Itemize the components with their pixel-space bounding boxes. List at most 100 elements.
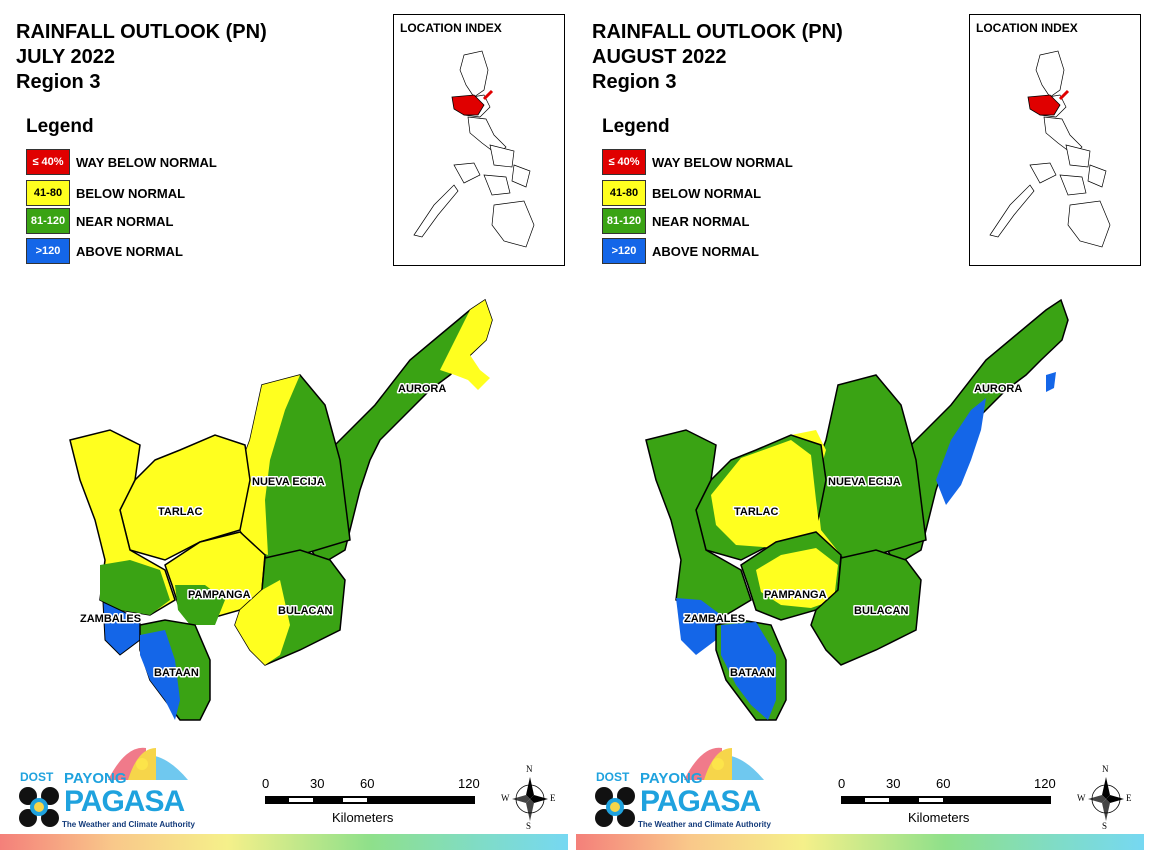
province-aurora bbox=[875, 298, 1069, 567]
aurora-above-zone bbox=[936, 398, 986, 505]
label-aurora: AURORA bbox=[974, 383, 1022, 395]
pampanga-below-zone bbox=[756, 548, 838, 608]
legend-title: Legend bbox=[26, 116, 94, 137]
aurora-below-zone bbox=[440, 300, 492, 390]
region-line: Region 3 bbox=[16, 71, 101, 93]
pampanga-near-zone bbox=[175, 585, 225, 625]
label-tarlac: TARLAC bbox=[158, 506, 202, 518]
north-arrow: N S W E bbox=[500, 764, 560, 831]
legend-item-way-below: ≤ 40% WAY BELOW NORMAL bbox=[602, 148, 793, 176]
outlook-panel-august: RAINFALL OUTLOOK (PN) AUGUST 2022 Region… bbox=[576, 0, 1152, 864]
scale-unit: Kilometers bbox=[332, 810, 394, 825]
scale-tick: 30 bbox=[886, 776, 901, 791]
scale-tick: 60 bbox=[360, 776, 375, 791]
legend-label: NEAR NORMAL bbox=[76, 213, 174, 229]
gradient-band bbox=[0, 834, 568, 850]
region-3-rainfall-map-august: AURORA NUEVA ECIJA TARLAC PAMPANGA BULAC… bbox=[645, 298, 1069, 721]
label-tarlac: TARLAC bbox=[734, 506, 778, 518]
outlook-panel-july: RAINFALL OUTLOOK (PN) JULY 2022 Region 3… bbox=[0, 14, 568, 850]
zambales-above-zone bbox=[676, 598, 721, 655]
scale-tick: 120 bbox=[1034, 776, 1056, 791]
label-bataan: BATAAN bbox=[730, 667, 775, 679]
legend-swatch: >120 bbox=[26, 238, 70, 264]
legend-item-way-below: ≤ 40% WAY BELOW NORMAL bbox=[26, 148, 217, 176]
logo-payong: PAYONG bbox=[640, 770, 703, 787]
month-line: AUGUST 2022 bbox=[592, 46, 727, 68]
title-line: RAINFALL OUTLOOK (PN) bbox=[592, 21, 843, 43]
legend-label: ABOVE NORMAL bbox=[76, 243, 183, 259]
logo-payong: PAYONG bbox=[64, 770, 127, 787]
philippines-outline bbox=[989, 50, 1111, 248]
legend-item-above: >120 ABOVE NORMAL bbox=[602, 237, 759, 265]
scale-bar: 0 30 60 120 Kilometers bbox=[262, 776, 492, 826]
pagasa-logo: DOST PAYONG PAGASA The Weather and Clima… bbox=[16, 740, 196, 835]
aurora-above-islet bbox=[1046, 372, 1056, 392]
legend-swatch: ≤ 40% bbox=[602, 149, 646, 175]
region-3-rainfall-map-july: AURORA NUEVA ECIJA TARLAC PAMPANGA BULAC… bbox=[69, 298, 493, 721]
legend-swatch: 41-80 bbox=[26, 180, 70, 206]
region-line: Region 3 bbox=[592, 71, 677, 93]
province-bulacan bbox=[810, 549, 922, 666]
legend-swatch: 81-120 bbox=[26, 208, 70, 234]
bataan-above-zone bbox=[140, 630, 180, 720]
legend-label: WAY BELOW NORMAL bbox=[652, 154, 793, 170]
label-pampanga: PAMPANGA bbox=[188, 589, 251, 601]
pagasa-logo: DOST PAYONG PAGASA The Weather and Clima… bbox=[592, 740, 772, 835]
scale-tick: 0 bbox=[262, 776, 270, 791]
location-index-map: LOCATION INDEX bbox=[393, 14, 565, 266]
legend-item-below: 41-80 BELOW NORMAL bbox=[26, 179, 185, 207]
scale-tick: 60 bbox=[936, 776, 951, 791]
bulacan-below-zone bbox=[235, 580, 290, 665]
province-nueva-ecija bbox=[810, 374, 927, 561]
scale-unit: Kilometers bbox=[908, 810, 970, 825]
logo-pagasa: PAGASA bbox=[64, 785, 185, 818]
legend-item-below: 41-80 BELOW NORMAL bbox=[602, 179, 761, 207]
nueva-ecija-below-zone bbox=[235, 375, 300, 555]
logo-dost: DOST bbox=[596, 770, 630, 784]
legend-item-above: >120 ABOVE NORMAL bbox=[26, 237, 183, 265]
label-aurora: AURORA bbox=[398, 383, 446, 395]
umbrella-icon bbox=[108, 747, 188, 780]
legend-swatch: 41-80 bbox=[602, 180, 646, 206]
location-index-title: LOCATION INDEX bbox=[400, 21, 502, 35]
label-nueva-ecija: NUEVA ECIJA bbox=[828, 476, 901, 488]
month-line: JULY 2022 bbox=[16, 46, 115, 68]
label-bulacan: BULACAN bbox=[278, 605, 332, 617]
logo-dost: DOST bbox=[20, 770, 54, 784]
umbrella-icon bbox=[684, 747, 764, 780]
title-line: RAINFALL OUTLOOK (PN) bbox=[16, 21, 267, 43]
panel-title: RAINFALL OUTLOOK (PN) JULY 2022 Region 3 bbox=[16, 20, 267, 95]
legend-swatch: ≤ 40% bbox=[26, 149, 70, 175]
dost-seal-icon bbox=[19, 787, 59, 827]
compass-rose-icon bbox=[1088, 777, 1124, 821]
legend-label: BELOW NORMAL bbox=[652, 185, 762, 201]
legend-swatch: 81-120 bbox=[602, 208, 646, 234]
legend-label: NEAR NORMAL bbox=[652, 213, 750, 229]
philippines-outline bbox=[413, 50, 535, 248]
tarlac-below-zone bbox=[711, 440, 821, 548]
logo-tagline: The Weather and Climate Authority bbox=[638, 820, 771, 829]
gradient-band bbox=[576, 834, 1144, 850]
scale-tick: 0 bbox=[838, 776, 846, 791]
logo-tagline: The Weather and Climate Authority bbox=[62, 820, 195, 829]
compass-rose-icon bbox=[512, 777, 548, 821]
panel-title: RAINFALL OUTLOOK (PN) AUGUST 2022 Region… bbox=[592, 20, 843, 95]
label-bataan: BATAAN bbox=[154, 667, 199, 679]
label-zambales: ZAMBALES bbox=[80, 613, 141, 625]
label-bulacan: BULACAN bbox=[854, 605, 908, 617]
location-index-title: LOCATION INDEX bbox=[976, 21, 1078, 35]
region-3-highlight bbox=[1027, 94, 1061, 116]
province-zambales bbox=[645, 429, 752, 616]
legend-label: BELOW NORMAL bbox=[76, 185, 186, 201]
logo-pagasa: PAGASA bbox=[640, 785, 761, 818]
region-3-highlight bbox=[451, 94, 485, 116]
zambales-near-zone bbox=[100, 560, 170, 615]
legend-title: Legend bbox=[602, 116, 670, 137]
scale-tick: 30 bbox=[310, 776, 325, 791]
legend-item-near: 81-120 NEAR NORMAL bbox=[26, 207, 174, 235]
label-nueva-ecija: NUEVA ECIJA bbox=[252, 476, 325, 488]
label-pampanga: PAMPANGA bbox=[764, 589, 827, 601]
legend-item-near: 81-120 NEAR NORMAL bbox=[602, 207, 750, 235]
north-arrow: N S W E bbox=[1076, 764, 1136, 831]
legend-label: ABOVE NORMAL bbox=[652, 243, 759, 259]
